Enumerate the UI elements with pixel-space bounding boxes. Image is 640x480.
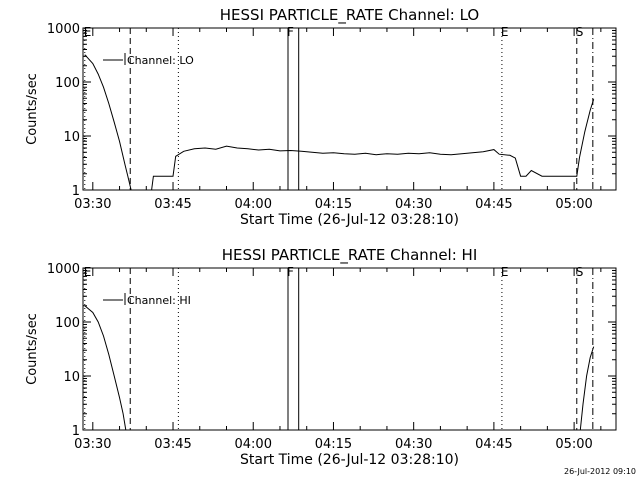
- x-tick-label: 04:00: [235, 437, 272, 452]
- x-tick-label: 03:45: [154, 197, 191, 212]
- x-tick-label: 04:30: [395, 197, 432, 212]
- y-tick-label: 1: [72, 184, 80, 199]
- event-marker-label: E: [501, 265, 509, 279]
- y-tick-label: 100: [55, 76, 80, 91]
- x-tick-label: 04:00: [235, 197, 272, 212]
- event-marker-label: F: [287, 265, 294, 279]
- y-tick-label: 1: [72, 424, 80, 439]
- x-tick-label: 03:45: [154, 437, 191, 452]
- event-marker-label: S: [576, 25, 584, 39]
- y-axis-label: Counts/sec: [25, 313, 40, 385]
- event-marker-label: S: [576, 265, 584, 279]
- y-tick-label: 10: [63, 370, 80, 385]
- event-marker-label: E: [501, 25, 509, 39]
- event-marker-label: F: [287, 25, 294, 39]
- x-axis-label: Start Time (26-Jul-12 03:28:10): [240, 452, 459, 468]
- x-tick-label: 05:00: [555, 437, 592, 452]
- series-line: [84, 54, 595, 191]
- y-tick-label: 1000: [47, 262, 80, 277]
- x-tick-label: 04:30: [395, 437, 432, 452]
- chart-title: HESSI PARTICLE_RATE Channel: HI: [222, 246, 478, 265]
- event-marker-label: E: [84, 265, 92, 279]
- x-tick-label: 05:00: [555, 197, 592, 212]
- x-tick-label: 03:30: [74, 437, 111, 452]
- series-line: [84, 305, 595, 431]
- x-tick-label: 04:45: [475, 197, 512, 212]
- x-axis-label: Start Time (26-Jul-12 03:28:10): [240, 212, 459, 228]
- chart-title: HESSI PARTICLE_RATE Channel: LO: [220, 6, 479, 25]
- x-tick-label: 04:45: [475, 437, 512, 452]
- y-tick-label: 10: [63, 130, 80, 145]
- y-tick-label: 100: [55, 316, 80, 331]
- footer-timestamp: 26-Jul-2012 09:10: [564, 467, 636, 476]
- x-tick-label: 04:15: [315, 197, 352, 212]
- x-tick-label: 03:30: [74, 197, 111, 212]
- y-axis-label: Counts/sec: [25, 73, 40, 145]
- legend-entry: Channel: LO: [127, 54, 194, 67]
- x-tick-label: 04:15: [315, 437, 352, 452]
- legend-entry: Channel: HI: [127, 294, 191, 307]
- y-tick-label: 1000: [47, 22, 80, 37]
- plot-frame: [82, 267, 617, 431]
- event-marker-label: E: [84, 25, 92, 39]
- plot-frame: [82, 27, 617, 191]
